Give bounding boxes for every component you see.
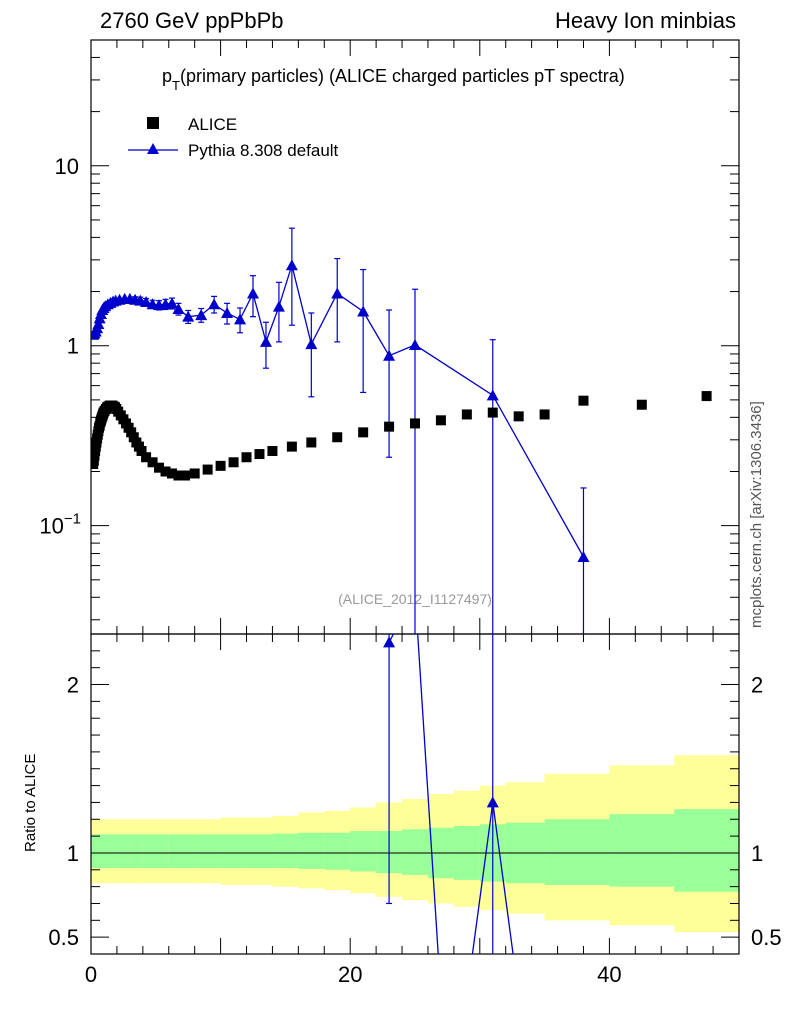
ratio-band-green: [246, 834, 273, 869]
alice-point: [215, 460, 226, 471]
alice-point: [267, 445, 278, 456]
alice-point: [179, 470, 190, 481]
ratio-band-green: [298, 832, 325, 869]
pythia-point: [272, 300, 285, 312]
ratio-y-tick-label-right: 2: [751, 673, 763, 698]
ratio-y-tick-label-right: 0.5: [751, 925, 782, 950]
alice-point: [384, 421, 395, 432]
pythia-point: [409, 338, 421, 350]
alice-point: [701, 391, 712, 402]
pythia-point: [208, 298, 221, 310]
ratio-band-green: [272, 833, 299, 869]
pythia-point: [577, 550, 590, 562]
legend-pythia-label: Pythia 8.308 default: [188, 141, 339, 160]
legend-alice-label: ALICE: [188, 115, 237, 134]
alice-point: [410, 418, 420, 429]
ratio-band-green: [142, 834, 170, 869]
ratio-band-green: [91, 834, 118, 869]
legend-pythia-marker: [147, 143, 159, 154]
alice-point: [513, 411, 524, 422]
pythia-point: [259, 335, 272, 347]
x-tick-label: 0: [85, 962, 97, 987]
pythia-point: [247, 287, 259, 299]
pythia-point: [140, 295, 153, 307]
alice-point: [160, 466, 171, 477]
ratio-point: [486, 796, 499, 808]
alice-point: [358, 427, 369, 438]
alice-point: [173, 470, 184, 481]
alice-point: [154, 462, 165, 473]
main-y-tick-label: 1: [67, 334, 79, 359]
pythia-point: [285, 259, 298, 271]
ratio-band-green: [116, 834, 144, 869]
pythia-point: [331, 287, 344, 299]
pythia-point: [182, 310, 195, 322]
pythia-point: [172, 302, 185, 314]
alice-point: [332, 432, 343, 443]
alice-point: [167, 468, 177, 479]
pythia-point: [92, 318, 105, 330]
alice-point: [128, 432, 139, 443]
alice-point: [136, 445, 147, 456]
alice-point: [189, 468, 200, 479]
header-left: 2760 GeV ppPbPb: [100, 8, 284, 33]
ratio-y-tick-label: 1: [67, 841, 79, 866]
alice-point: [141, 452, 152, 463]
ratio-y-tick-label-right: 1: [751, 841, 763, 866]
axis-ticks: [90, 39, 740, 955]
alice-point: [578, 395, 589, 406]
x-tick-label: 20: [338, 962, 362, 987]
x-tick-label: 40: [597, 962, 621, 987]
ratio-line: [388, 634, 514, 954]
ratio-y-tick-label: 0.5: [48, 925, 79, 950]
ratio-band-green: [674, 809, 739, 892]
plot-title-text: pT(primary particles) (ALICE charged par…: [162, 66, 625, 93]
alice-point: [254, 449, 265, 460]
pythia-point: [357, 305, 370, 317]
legend: ALICE Pythia 8.308 default: [128, 115, 339, 160]
main-y-tick-label: 10: [55, 154, 79, 179]
pythia-point: [383, 349, 396, 361]
ratio-band-green: [350, 831, 377, 872]
alice-point: [539, 409, 550, 420]
ratio-band-green: [324, 832, 351, 870]
pythia-point: [195, 309, 208, 321]
ratio-band-green: [194, 834, 222, 869]
alice-point: [228, 457, 239, 468]
alice-series: [91, 391, 712, 481]
alice-point: [286, 441, 297, 452]
pythia-point: [305, 338, 318, 350]
legend-alice-marker: [147, 117, 159, 129]
pythia-point: [221, 306, 234, 318]
pythia-point: [486, 389, 499, 401]
main-y-tick-label: 10−1: [39, 511, 81, 539]
header-right: Heavy Ion minbias: [555, 8, 736, 33]
alice-point: [487, 407, 498, 418]
pythia-series: [91, 227, 590, 634]
alice-point: [306, 437, 317, 448]
ratio-band-green: [220, 834, 248, 869]
pythia-point: [166, 297, 178, 309]
ratio-uncertainty-bands: [91, 755, 739, 933]
pythia-point: [234, 313, 247, 325]
ratio-band-green: [544, 819, 610, 885]
alice-point: [636, 399, 647, 410]
axis-tick-labels: 0 20 40 10 1 10−1 2 2 1 1 0.5 0.5: [39, 154, 781, 987]
alice-point: [202, 464, 213, 475]
alice-point: [435, 415, 446, 426]
ratio-y-tick-label: 2: [67, 673, 79, 698]
alice-point: [241, 452, 252, 463]
ratio-pythia-series: [383, 634, 514, 954]
ratio-point: [383, 636, 396, 648]
ratio-band-green: [168, 834, 196, 869]
alice-point: [461, 409, 472, 420]
ratio-band-green: [402, 829, 429, 875]
ratio-band-green: [609, 814, 675, 887]
alice-point: [147, 457, 158, 468]
